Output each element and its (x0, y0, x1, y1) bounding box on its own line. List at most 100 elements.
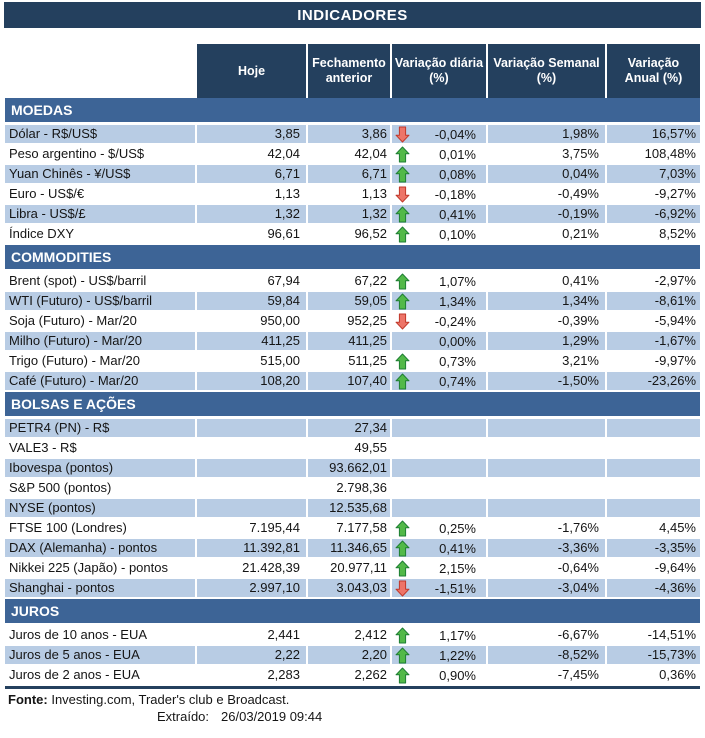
cell-previous-close: 3.043,03 (308, 579, 392, 599)
row-label: Dólar - R$/US$ (5, 125, 197, 145)
cell-daily-change: 0,90% (392, 666, 488, 686)
cell-weekly-change: 3,75% (488, 145, 607, 165)
cell-previous-close: 2,20 (308, 646, 392, 666)
cell-today-value: 21.428,39 (197, 559, 308, 579)
arrow-slot-empty (395, 420, 410, 437)
cell-annual-change (607, 479, 700, 499)
down-arrow-icon (395, 186, 410, 203)
arrow-slot-empty (395, 333, 410, 350)
table-row: NYSE (pontos) 12.535,68 (5, 499, 700, 519)
daily-change-value: 0,74% (439, 373, 476, 389)
cell-daily-change: 1,07% (392, 272, 488, 292)
cell-daily-change: 0,10% (392, 225, 488, 245)
cell-today-value: 96,61 (197, 225, 308, 245)
cell-weekly-change: -0,64% (488, 559, 607, 579)
daily-change-value: 1,07% (439, 273, 476, 289)
table-row: Soja (Futuro) - Mar/20 950,00 952,25 -0,24%… (5, 312, 700, 332)
arrow-slot-empty (395, 440, 410, 457)
cell-previous-close: 2,262 (308, 666, 392, 686)
cell-annual-change: -1,67% (607, 332, 700, 352)
daily-change-value: -0,04% (434, 126, 476, 142)
section-header-bolsas-e-a-es: BOLSAS E AÇÕES (5, 392, 700, 419)
row-label: NYSE (pontos) (5, 499, 197, 519)
table-row: Brent (spot) - US$/barril 67,94 67,22 1,07%… (5, 272, 700, 292)
cell-daily-change: 0,41% (392, 205, 488, 225)
cell-weekly-change: -1,76% (488, 519, 607, 539)
extracted-timestamp: 26/03/2019 09:44 (221, 709, 323, 724)
up-arrow-icon (395, 540, 410, 557)
arrow-slot-empty (395, 460, 410, 477)
section-header-moedas: MOEDAS (5, 98, 700, 125)
table-row: Trigo (Futuro) - Mar/20 515,00 511,25 0,73%… (5, 352, 700, 372)
cell-weekly-change: -0,19% (488, 205, 607, 225)
cell-previous-close: 11.346,65 (308, 539, 392, 559)
cell-today-value: 6,71 (197, 165, 308, 185)
cell-today-value: 59,84 (197, 292, 308, 312)
row-label: Juros de 5 anos - EUA (5, 646, 197, 666)
row-label: Juros de 2 anos - EUA (5, 666, 197, 686)
cell-annual-change: 16,57% (607, 125, 700, 145)
daily-change-value: 0,00% (439, 333, 476, 349)
cell-today-value: 3,85 (197, 125, 308, 145)
page-title: INDICADORES (4, 2, 701, 28)
daily-change-value: 0,10% (439, 226, 476, 242)
cell-weekly-change: 1,34% (488, 292, 607, 312)
cell-weekly-change: -3,04% (488, 579, 607, 599)
cell-annual-change: -8,61% (607, 292, 700, 312)
up-arrow-icon (395, 293, 410, 310)
cell-annual-change: 7,03% (607, 165, 700, 185)
cell-previous-close: 511,25 (308, 352, 392, 372)
table-row: Milho (Futuro) - Mar/20 411,25 411,25 0,00%… (5, 332, 700, 352)
table-row: PETR4 (PN) - R$ 27,34 (5, 419, 700, 439)
cell-annual-change: -4,36% (607, 579, 700, 599)
cell-previous-close: 59,05 (308, 292, 392, 312)
cell-previous-close: 1,13 (308, 185, 392, 205)
row-label: Soja (Futuro) - Mar/20 (5, 312, 197, 332)
cell-annual-change: -14,51% (607, 626, 700, 646)
cell-daily-change: 0,74% (392, 372, 488, 392)
cell-annual-change: 8,52% (607, 225, 700, 245)
row-label: Índice DXY (5, 225, 197, 245)
row-label: Brent (spot) - US$/barril (5, 272, 197, 292)
cell-annual-change: -3,35% (607, 539, 700, 559)
up-arrow-icon (395, 146, 410, 163)
column-header-5: Variação Anual (%) (607, 44, 700, 98)
cell-annual-change: -2,97% (607, 272, 700, 292)
up-arrow-icon (395, 273, 410, 290)
cell-today-value: 42,04 (197, 145, 308, 165)
table-row: Ibovespa (pontos) 93.662,01 (5, 459, 700, 479)
cell-daily-change: 1,22% (392, 646, 488, 666)
up-arrow-icon (395, 206, 410, 223)
cell-daily-change (392, 499, 488, 519)
column-header-3: Variação diária (%) (392, 44, 488, 98)
table-row: Libra - US$/£ 1,32 1,32 0,41% -0,19% -6,92% (5, 205, 700, 225)
daily-change-value: -1,51% (434, 580, 476, 596)
row-label: Ibovespa (pontos) (5, 459, 197, 479)
source-label: Fonte: (8, 692, 48, 707)
cell-previous-close: 2.798,36 (308, 479, 392, 499)
cell-today-value: 950,00 (197, 312, 308, 332)
cell-previous-close: 7.177,58 (308, 519, 392, 539)
daily-change-value: 1,17% (439, 627, 476, 643)
cell-daily-change (392, 419, 488, 439)
cell-previous-close: 27,34 (308, 419, 392, 439)
table-row: Café (Futuro) - Mar/20 108,20 107,40 0,74% -… (5, 372, 700, 392)
cell-daily-change: -0,04% (392, 125, 488, 145)
cell-weekly-change: -7,45% (488, 666, 607, 686)
column-header-2: Fechamento anterior (308, 44, 392, 98)
row-label: Milho (Futuro) - Mar/20 (5, 332, 197, 352)
cell-annual-change (607, 439, 700, 459)
cell-daily-change: 1,17% (392, 626, 488, 646)
cell-weekly-change (488, 459, 607, 479)
cell-annual-change: -5,94% (607, 312, 700, 332)
cell-today-value (197, 459, 308, 479)
row-label: Yuan Chinês - ¥/US$ (5, 165, 197, 185)
cell-weekly-change (488, 499, 607, 519)
cell-previous-close: 49,55 (308, 439, 392, 459)
cell-daily-change: 2,15% (392, 559, 488, 579)
cell-daily-change: 0,73% (392, 352, 488, 372)
cell-weekly-change: -8,52% (488, 646, 607, 666)
cell-previous-close: 96,52 (308, 225, 392, 245)
cell-previous-close: 42,04 (308, 145, 392, 165)
cell-annual-change: 108,48% (607, 145, 700, 165)
